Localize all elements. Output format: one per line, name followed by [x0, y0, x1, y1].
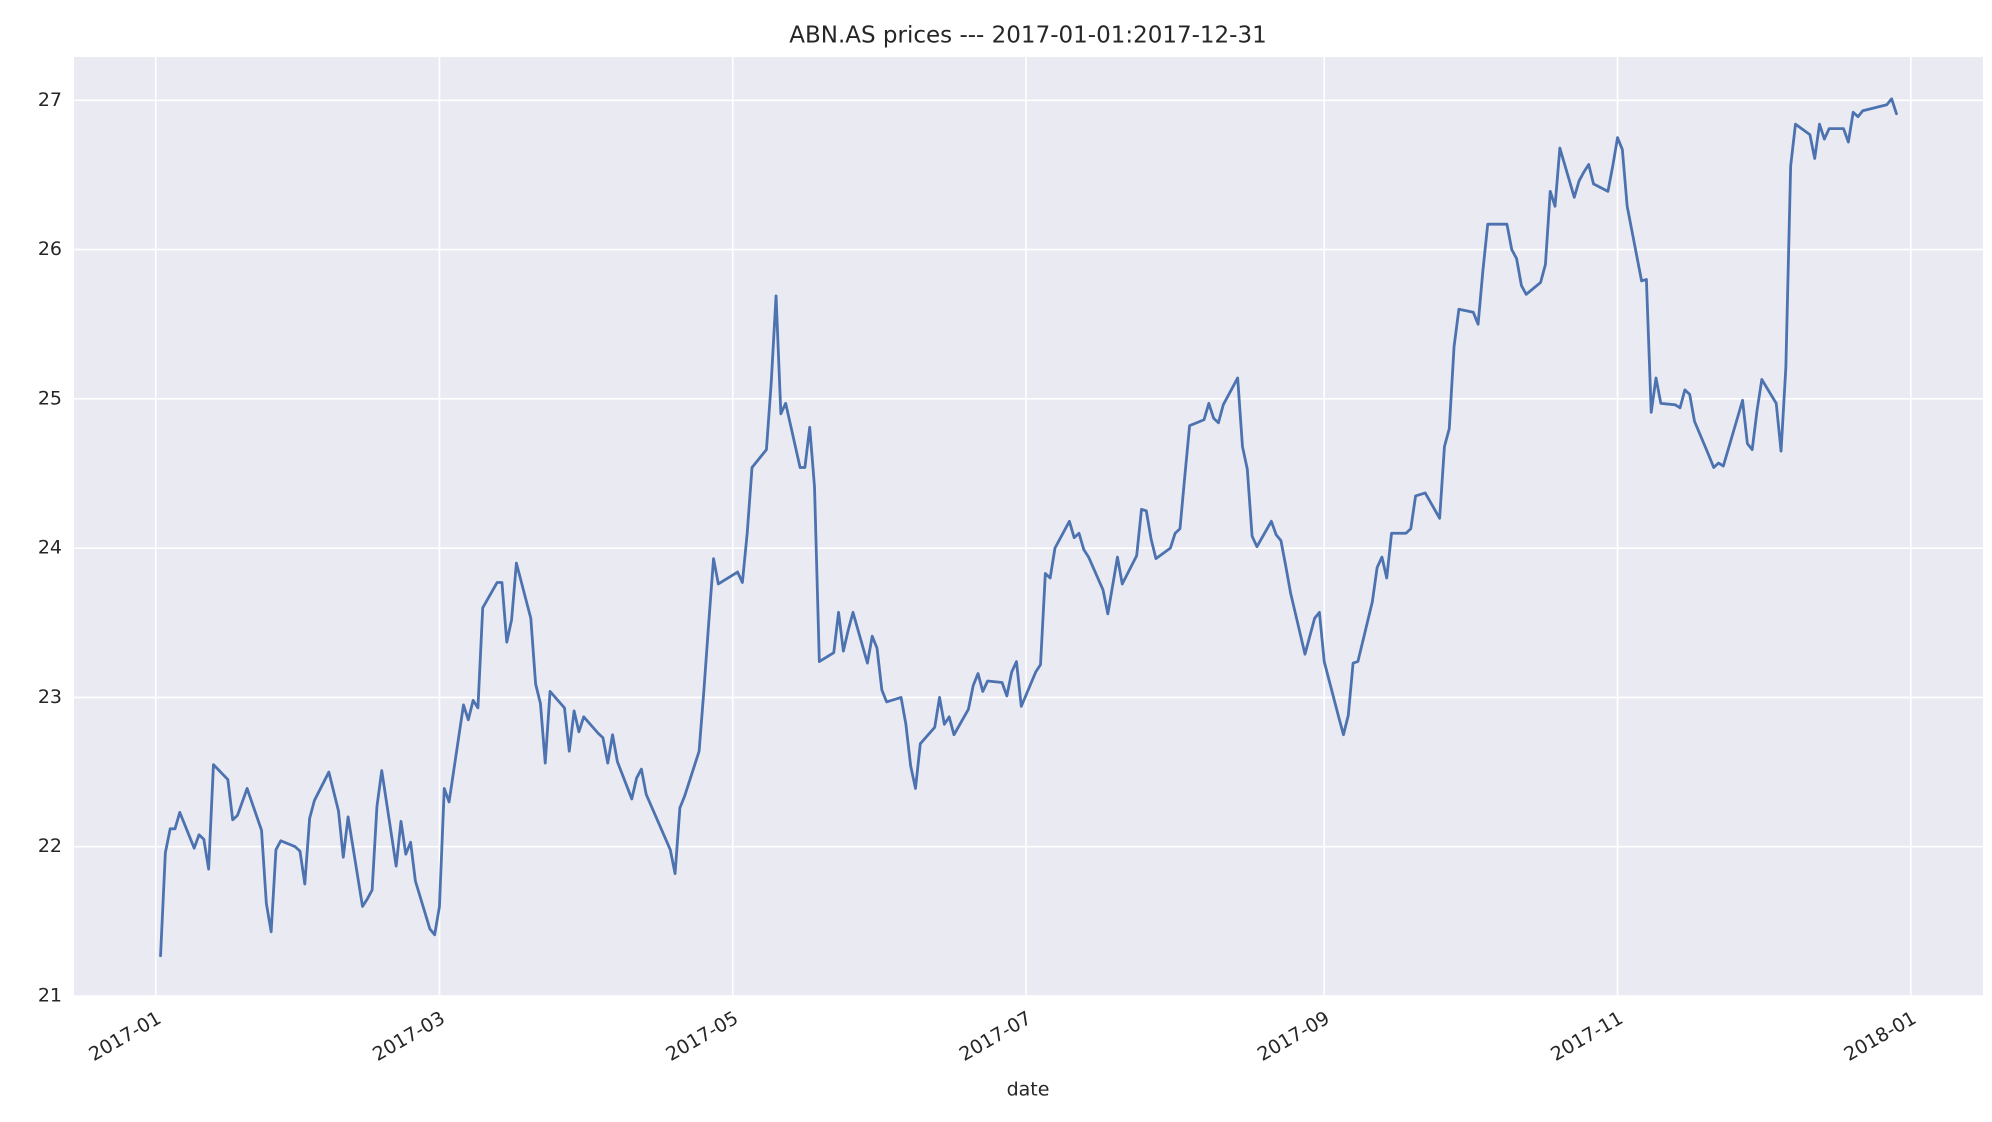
y-tick-label: 26: [38, 238, 62, 260]
y-tick-label: 27: [38, 89, 62, 111]
y-tick-label: 21: [38, 985, 62, 1007]
chart-title: ABN.AS prices --- 2017-01-01:2017-12-31: [789, 23, 1267, 49]
price-line: [159, 97, 1898, 958]
y-tick-label: 22: [38, 835, 62, 857]
y-tick-label: 24: [38, 537, 62, 559]
plot-area: [74, 57, 1983, 996]
y-tick-label: 25: [38, 387, 62, 409]
x-axis-label: date: [1007, 1079, 1050, 1101]
y-tick-label: 23: [38, 686, 62, 708]
